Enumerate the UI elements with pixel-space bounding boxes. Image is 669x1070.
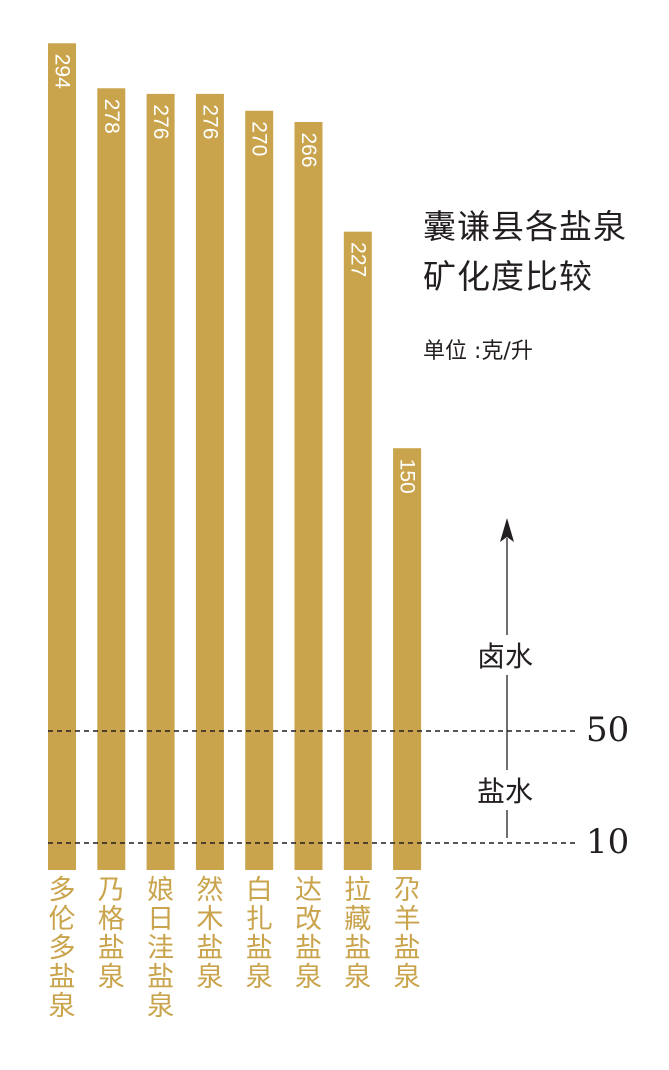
- bar-value-label-1: 294: [51, 54, 74, 89]
- arrow-up-icon: [500, 518, 514, 542]
- region-label-saline: 盐水: [475, 770, 536, 810]
- bar-7: [343, 231, 372, 870]
- category-label-6: 达改盐泉: [295, 875, 322, 993]
- bar-5: [245, 110, 274, 870]
- bar-2: [97, 88, 126, 871]
- threshold-label-10: 10: [586, 822, 630, 862]
- bar-6: [294, 122, 323, 871]
- category-label-7: 拉藏盐泉: [344, 875, 372, 993]
- bar-value-label-2: 278: [100, 99, 123, 134]
- bar-value-label-5: 270: [248, 121, 271, 156]
- category-label-1: 多伦多盐泉: [48, 875, 76, 1022]
- bars-group: 294 278 276 276 270 266 227 150: [48, 43, 422, 871]
- category-label-5: 白扎盐泉: [245, 875, 273, 993]
- bar-value-label-6: 266: [297, 132, 320, 167]
- bar-value-label-4: 276: [198, 104, 221, 139]
- category-label-8: 尕羊盐泉: [393, 875, 421, 993]
- bar-1: [48, 43, 76, 871]
- category-label-4: 然木盐泉: [196, 875, 224, 993]
- bar-value-label-7: 227: [346, 242, 369, 277]
- category-label-2: 乃格盐泉: [97, 875, 125, 993]
- unit-label: 单位 :克/升: [423, 339, 533, 364]
- thresholds-group: [48, 730, 576, 844]
- bar-value-label-8: 150: [396, 459, 419, 494]
- chart-title-line-2: 矿化度比较: [423, 257, 593, 296]
- chart-title-block: 囊谦县各盐泉 矿化度比较: [423, 202, 627, 302]
- bar-8: [393, 448, 422, 870]
- category-label-3: 娘日洼盐泉: [147, 875, 175, 1022]
- bar-4: [195, 93, 224, 870]
- bar-value-label-3: 276: [149, 104, 172, 139]
- chart-title-line-1: 囊谦县各盐泉: [423, 207, 627, 246]
- threshold-label-50: 50: [586, 710, 630, 750]
- region-label-brine: 卤水: [475, 635, 536, 675]
- bar-3: [146, 93, 175, 870]
